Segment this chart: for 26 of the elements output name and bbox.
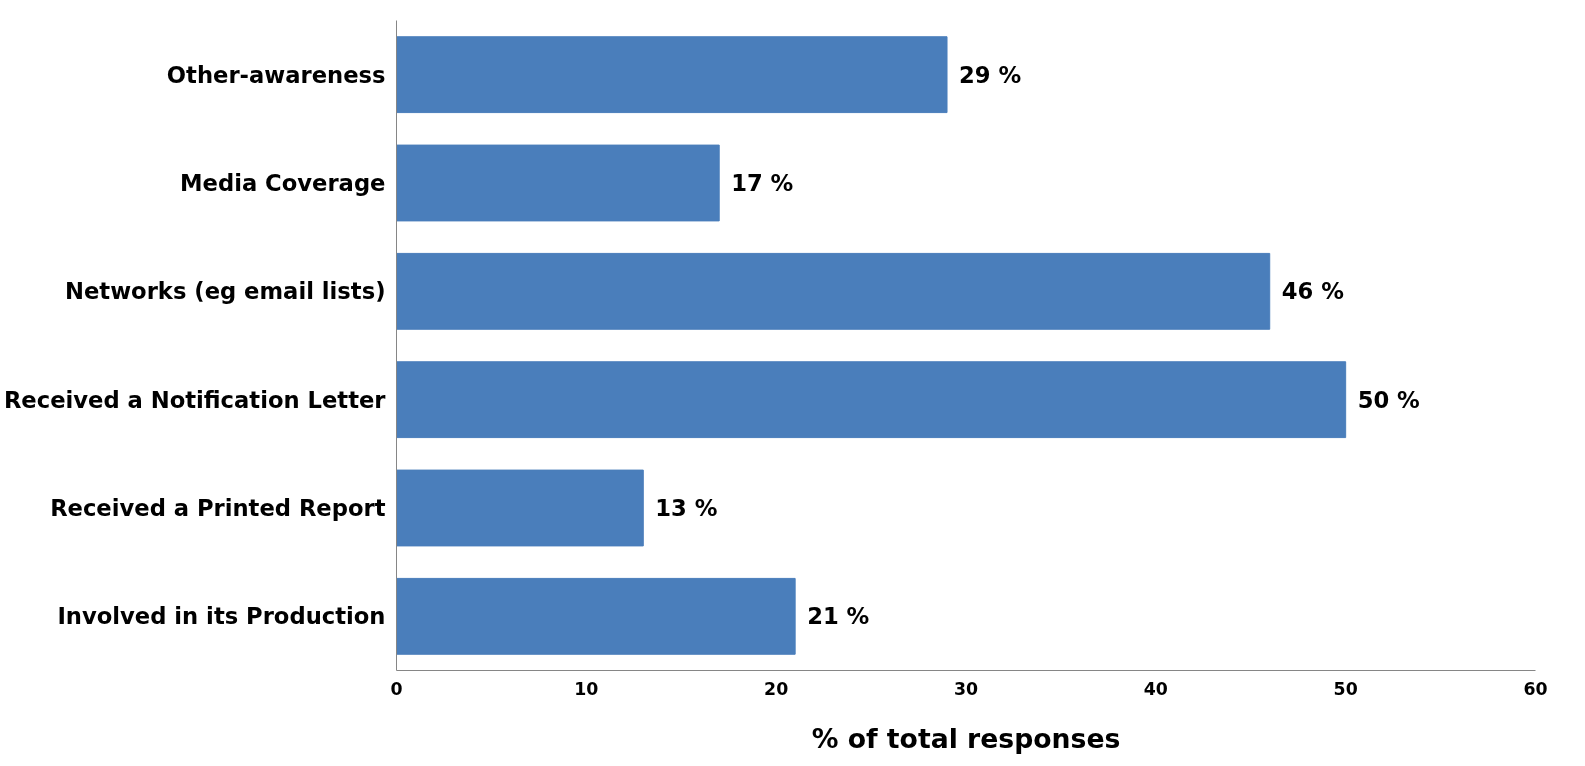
data-label: 17 % — [731, 170, 794, 196]
x-tick-label: 60 — [1523, 678, 1548, 699]
data-label: 50 % — [1357, 386, 1420, 413]
bar — [396, 469, 644, 547]
x-tick-label: 40 — [1143, 678, 1168, 699]
y-tick-label: Received a Notification Letter — [3, 386, 387, 413]
y-tick-label: Networks (eg email lists) — [65, 278, 386, 305]
data-label: 29 % — [959, 61, 1022, 88]
y-tick-label: Other-awareness — [166, 61, 386, 88]
x-tick-label: 10 — [574, 678, 599, 699]
data-label: 13 % — [655, 495, 718, 521]
x-tick-label: 0 — [390, 678, 403, 699]
bar — [396, 361, 1347, 439]
x-tick-label: 20 — [764, 678, 789, 699]
y-tick-label: Media Coverage — [180, 170, 386, 196]
data-label: 46 % — [1281, 278, 1344, 305]
bar — [396, 144, 720, 222]
bar — [396, 577, 796, 655]
y-tick-label: Involved in its Production — [57, 603, 386, 630]
data-label: 21 % — [807, 603, 870, 630]
x-tick-label: 30 — [953, 678, 979, 699]
x-tick-label: 50 — [1333, 678, 1358, 699]
bar — [396, 252, 1271, 330]
bar — [396, 36, 948, 114]
x-axis-title: % of total responses — [811, 722, 1121, 754]
y-tick-label: Received a Printed Report — [50, 495, 386, 521]
